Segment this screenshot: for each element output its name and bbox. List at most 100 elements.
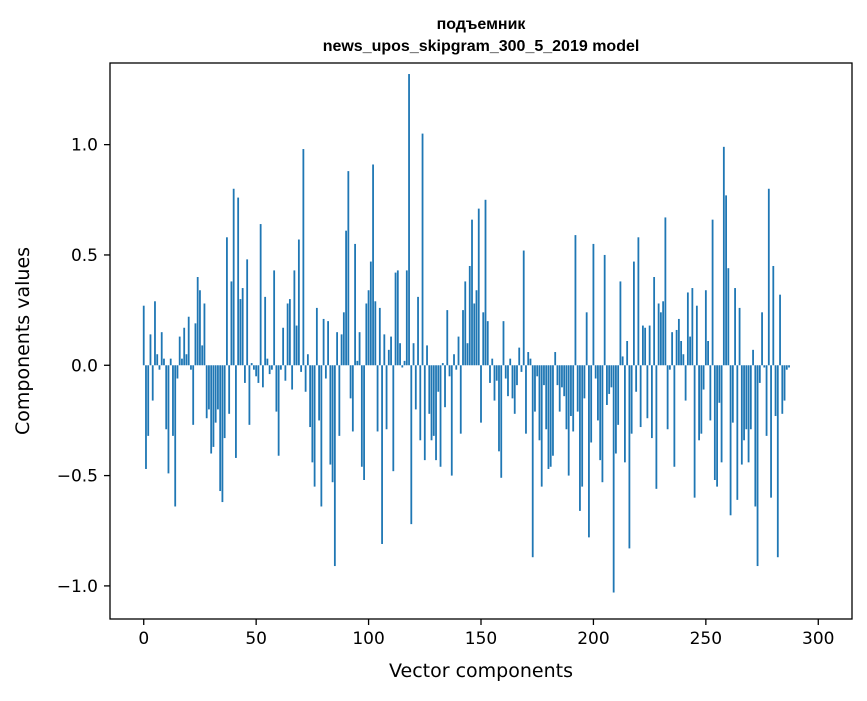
bars-group: [142, 74, 790, 593]
bar-133: [441, 363, 444, 366]
bar-195: [581, 365, 584, 487]
bar-241: [684, 365, 687, 401]
bar-52: [259, 224, 262, 366]
bar-233: [666, 365, 669, 430]
bar-191: [572, 365, 575, 432]
bar-184: [556, 365, 559, 386]
bar-57: [270, 365, 273, 370]
bar-143: [464, 281, 467, 366]
bar-51: [257, 365, 260, 383]
bar-108: [385, 365, 388, 430]
bar-227: [653, 277, 656, 366]
bar-186: [561, 365, 563, 388]
bar-11: [167, 365, 170, 474]
bar-287: [788, 365, 790, 368]
bar-223: [644, 327, 647, 366]
bar-169: [522, 250, 525, 366]
bar-240: [682, 354, 685, 366]
bar-208: [610, 365, 613, 388]
bar-110: [390, 336, 392, 366]
bar-100: [367, 290, 370, 366]
bar-145: [468, 265, 471, 366]
bar-147: [473, 303, 476, 366]
bar-182: [552, 365, 554, 456]
bar-116: [403, 360, 406, 366]
x-tick-label: 250: [690, 629, 722, 649]
bar-226: [650, 365, 653, 439]
bar-86: [336, 332, 338, 366]
bar-204: [601, 365, 604, 483]
bar-94: [354, 243, 356, 366]
bar-30: [210, 365, 213, 454]
bar-279: [770, 365, 772, 498]
bar-173: [531, 365, 534, 558]
bar-138: [453, 354, 455, 366]
bar-18: [183, 327, 186, 366]
bar-75: [311, 365, 314, 463]
bar-123: [419, 365, 422, 441]
bar-216: [628, 365, 631, 549]
bar-224: [646, 365, 649, 419]
bar-59: [275, 365, 278, 412]
bar-68: [295, 325, 298, 366]
bar-270: [749, 365, 752, 430]
bar-50: [255, 365, 258, 377]
bar-177: [540, 365, 543, 487]
bar-98: [363, 365, 365, 480]
bar-127: [428, 365, 431, 414]
bar-131: [437, 365, 440, 392]
bar-221: [639, 365, 642, 428]
bar-257: [720, 365, 723, 463]
bar-170: [525, 365, 527, 434]
bar-105: [378, 307, 381, 366]
bar-199: [590, 365, 593, 443]
bar-72: [304, 365, 307, 392]
bar-103: [374, 301, 377, 366]
bar-84: [331, 365, 334, 483]
bar-118: [408, 74, 410, 366]
bar-212: [619, 281, 622, 366]
bar-152: [484, 199, 487, 366]
bar-268: [745, 365, 748, 430]
bar-175: [536, 365, 539, 377]
bar-163: [509, 358, 512, 366]
bar-41: [235, 365, 237, 458]
bar-125: [423, 365, 426, 461]
bar-193: [576, 365, 579, 412]
bar-141: [459, 365, 462, 434]
bar-172: [529, 358, 532, 366]
bar-23: [194, 323, 197, 366]
bar-283: [779, 294, 781, 366]
bar-266: [740, 365, 743, 465]
bar-149: [477, 208, 480, 366]
bar-29: [208, 365, 210, 410]
y-tick-label: −0.5: [57, 467, 98, 487]
bar-196: [583, 365, 586, 399]
bar-37: [226, 237, 228, 366]
bar-12: [169, 358, 172, 366]
bar-264: [736, 365, 739, 500]
bar-139: [455, 365, 458, 370]
bar-9: [163, 358, 165, 366]
bar-26: [201, 345, 204, 366]
bar-126: [426, 345, 428, 366]
bar-55: [266, 358, 269, 366]
bar-130: [435, 365, 437, 461]
bar-8: [160, 332, 163, 366]
bar-107: [383, 334, 386, 366]
bar-88: [340, 334, 343, 366]
bar-278: [767, 188, 770, 366]
bar-31: [212, 365, 215, 447]
bar-61: [279, 365, 282, 370]
chart-title: подъемник: [437, 16, 527, 33]
bar-128: [430, 365, 433, 441]
bar-214: [624, 365, 626, 463]
x-tick-label: 100: [352, 629, 384, 649]
bar-251: [707, 341, 709, 366]
x-tick-label: 50: [245, 629, 267, 649]
bar-250: [704, 290, 707, 366]
bar-262: [731, 365, 734, 423]
bar-65: [288, 299, 291, 366]
